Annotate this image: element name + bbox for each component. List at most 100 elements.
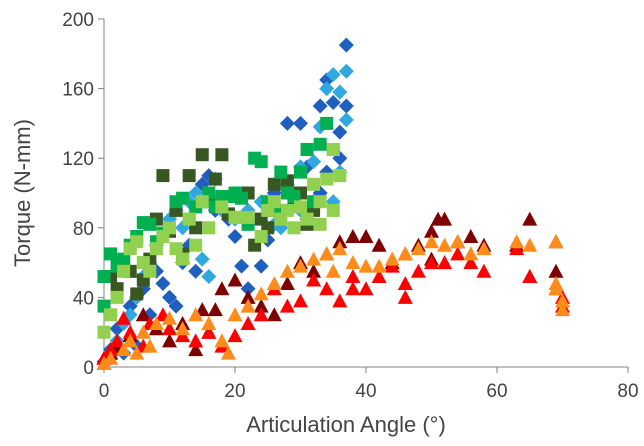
data-point: [253, 258, 269, 274]
data-point: [450, 246, 466, 261]
data-point: [293, 293, 308, 308]
data-point: [149, 242, 163, 256]
data-point: [188, 342, 204, 357]
data-point: [325, 263, 341, 278]
data-point: [437, 237, 453, 252]
data-point: [201, 324, 217, 339]
data-point: [267, 195, 281, 209]
y-tick-label: 160: [62, 80, 94, 101]
data-point: [522, 237, 538, 252]
data-point: [117, 264, 131, 278]
data-point: [313, 137, 327, 151]
data-point: [214, 281, 230, 296]
data-point: [338, 37, 354, 53]
data-point: [227, 272, 243, 287]
axes: 0 40 80 120 160 200 0 20 40 60 80: [62, 10, 638, 402]
data-point: [313, 195, 327, 209]
y-tick-label: 40: [73, 288, 94, 309]
data-point: [424, 234, 439, 249]
data-point: [332, 241, 348, 256]
data-point: [307, 177, 321, 191]
data-point: [188, 333, 204, 348]
data-point: [312, 98, 328, 114]
data-point: [293, 115, 308, 131]
data-point: [463, 246, 479, 261]
data-point: [332, 293, 348, 308]
data-point: [182, 212, 196, 226]
data-point: [371, 237, 387, 252]
data-point: [234, 258, 250, 274]
data-point: [338, 98, 354, 114]
data-point: [345, 281, 361, 296]
data-point: [319, 281, 335, 296]
data-point: [162, 310, 177, 325]
x-tick-label: 60: [486, 381, 507, 402]
data-point: [148, 316, 164, 330]
data-point: [240, 298, 256, 313]
data-point: [176, 252, 190, 266]
y-tick-label: 0: [83, 358, 94, 379]
data-point: [332, 84, 348, 100]
x-tick-label: 80: [617, 381, 638, 402]
data-point: [253, 286, 269, 301]
data-point: [325, 67, 341, 83]
data-point: [326, 203, 340, 217]
data-point: [201, 316, 217, 330]
data-point: [168, 298, 184, 314]
data-point: [319, 81, 335, 97]
data-point: [267, 177, 281, 191]
data-point: [130, 235, 144, 249]
data-point: [397, 289, 413, 304]
data-point: [384, 251, 400, 266]
data-point: [306, 154, 322, 170]
data-point: [240, 289, 256, 304]
data-point: [109, 333, 125, 348]
data-point: [548, 263, 564, 278]
data-point: [97, 325, 111, 339]
data-point: [227, 229, 243, 244]
data-point: [188, 263, 204, 279]
data-point: [97, 270, 111, 284]
data-point: [254, 155, 268, 169]
data-point: [424, 223, 439, 238]
data-point: [156, 169, 170, 183]
data-point: [555, 302, 570, 317]
data-point: [162, 289, 177, 305]
data-point: [358, 229, 374, 243]
data-point: [129, 345, 145, 360]
data-point: [142, 338, 158, 353]
data-point: [397, 275, 413, 290]
data-point: [280, 203, 294, 217]
data-point: [345, 269, 361, 284]
data-point: [410, 263, 426, 278]
data-point: [143, 217, 157, 231]
data-point: [202, 221, 216, 235]
data-point: [437, 211, 453, 226]
data-point: [103, 350, 119, 365]
data-point: [208, 172, 222, 186]
data-point: [176, 191, 190, 205]
data-point: [214, 333, 230, 348]
data-point: [279, 263, 295, 278]
data-point: [287, 221, 301, 235]
data-point: [338, 112, 354, 128]
y-axis-title: Torque (N-mm): [10, 119, 35, 267]
x-tick-label: 40: [355, 381, 376, 402]
data-point: [130, 287, 144, 301]
data-point: [143, 264, 157, 278]
series-4: [97, 143, 347, 339]
data-point: [241, 210, 255, 224]
data-point: [463, 255, 479, 270]
x-axis-title: Articulation Angle (°): [246, 412, 446, 437]
data-point: [220, 345, 236, 360]
data-point: [333, 169, 347, 183]
data-point: [319, 246, 335, 261]
data-point: [253, 298, 269, 313]
data-point: [332, 124, 348, 140]
data-point: [201, 269, 217, 285]
data-point: [476, 263, 492, 278]
data-point: [215, 200, 229, 214]
data-point: [117, 252, 131, 266]
